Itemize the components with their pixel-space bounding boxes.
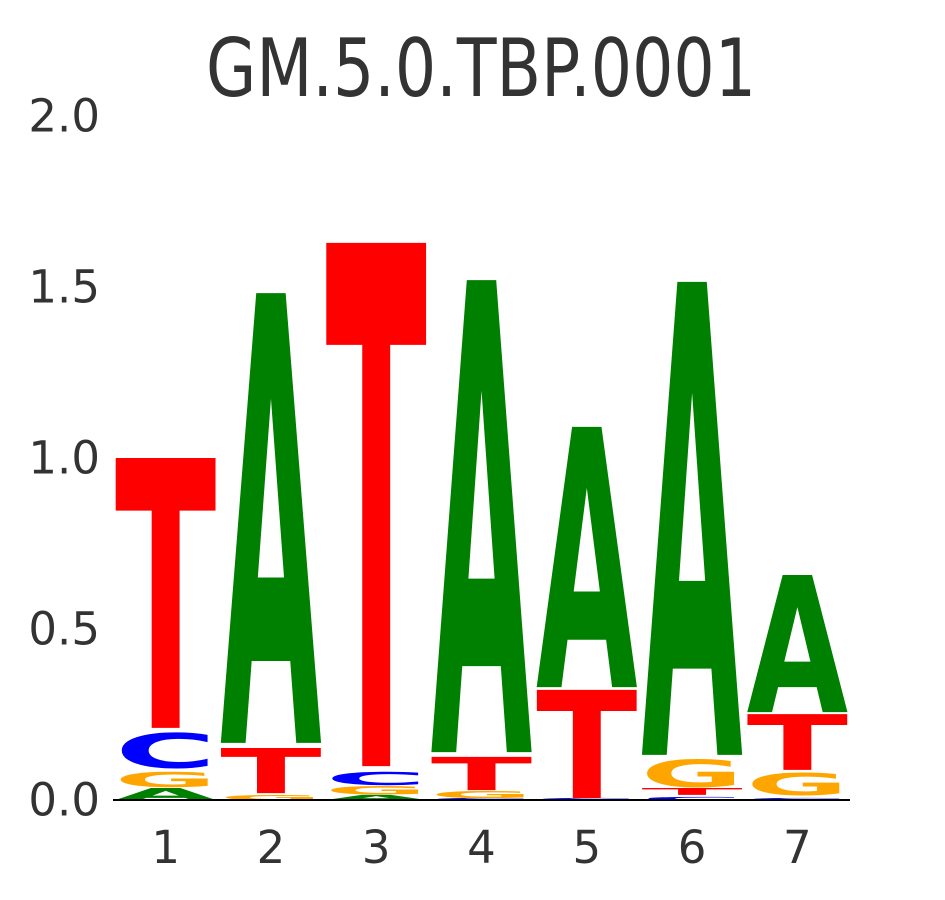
logo-letter-G-pos1: G (114, 768, 216, 792)
x-tick-label-7: 7 (783, 821, 812, 874)
y-tick-label-1.5: 1.5 (28, 261, 100, 314)
logo-letter-T-pos2: T (220, 735, 321, 807)
logo-letter-A-pos7: A (747, 538, 849, 757)
logo-letter-G-pos3: G (325, 784, 427, 798)
y-tick-label-0.0: 0.0 (28, 774, 100, 827)
x-tick-label-6: 6 (678, 821, 707, 874)
logo-letter-stacks: AGCTGTAAGCTCGTACTACTGACGTA (114, 101, 848, 900)
logo-letter-G-pos6: G (641, 753, 743, 796)
logo-letter-A-pos2: A (220, 172, 322, 890)
logo-letter-T-pos7: T (747, 699, 848, 788)
logo-letter-T-pos4: T (431, 748, 532, 801)
logo-letter-G-pos4: G (430, 789, 532, 800)
logo-letter-A-pos6: A (641, 155, 743, 900)
logo-letter-C-pos3: C (325, 769, 427, 790)
x-tick-label-5: 5 (572, 821, 601, 874)
logo-letter-T-pos6: T (641, 786, 743, 797)
logo-letter-C-pos6: C (641, 796, 743, 801)
x-tick-label-1: 1 (151, 821, 180, 874)
logo-letter-T-pos1: T (115, 384, 217, 816)
logo-letter-A-pos3: A (325, 793, 427, 801)
x-tick-label-3: 3 (362, 821, 391, 874)
y-tick-label-2.0: 2.0 (28, 90, 100, 143)
y-tick-label-0.5: 0.5 (28, 603, 100, 656)
logo-letter-A-pos4: A (431, 152, 533, 900)
x-axis-tick-labels: 1 2 3 4 5 6 7 (151, 821, 811, 874)
logo-letter-T-pos3: T (326, 101, 428, 900)
logo-letter-G-pos2: G (220, 793, 322, 801)
y-axis-tick-labels: 0.0 0.5 1.0 1.5 2.0 (28, 90, 100, 827)
y-tick-label-1.0: 1.0 (28, 432, 100, 485)
chart-title: GM.5.0.TBP.0001 (206, 22, 756, 115)
logo-letter-A-pos5: A (536, 357, 638, 772)
logo-letter-G-pos7: G (746, 767, 848, 802)
x-tick-label-2: 2 (257, 821, 286, 874)
logo-letter-T-pos5: T (536, 660, 637, 833)
logo-letter-C-pos1: C (115, 724, 217, 779)
x-tick-label-4: 4 (467, 821, 496, 874)
